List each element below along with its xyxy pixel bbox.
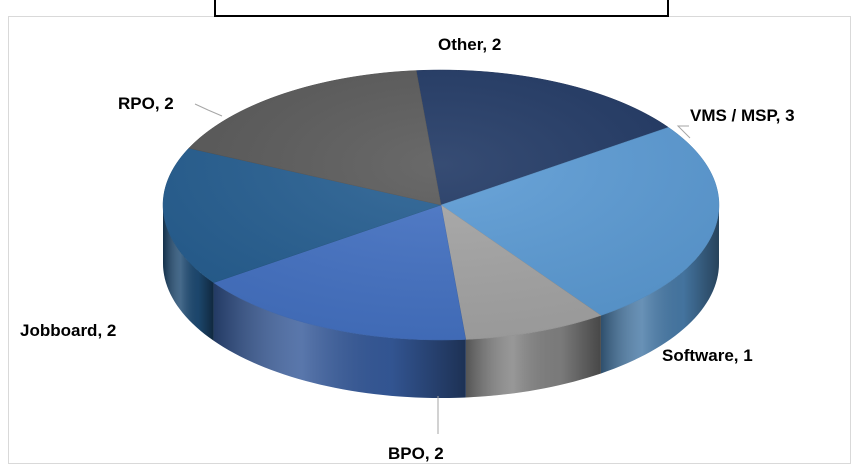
data-label-vms-msp: VMS / MSP, 3 [690,106,795,125]
pie-top [163,70,719,340]
data-label-other: Other, 2 [438,35,501,54]
data-label-software: Software, 1 [662,346,753,365]
data-label-jobboard: Jobboard, 2 [20,321,116,340]
pie-top-sheen [163,70,719,340]
data-label-bpo: BPO, 2 [388,444,444,463]
leader-line-rpo [195,104,222,116]
data-label-rpo: RPO, 2 [118,94,174,113]
